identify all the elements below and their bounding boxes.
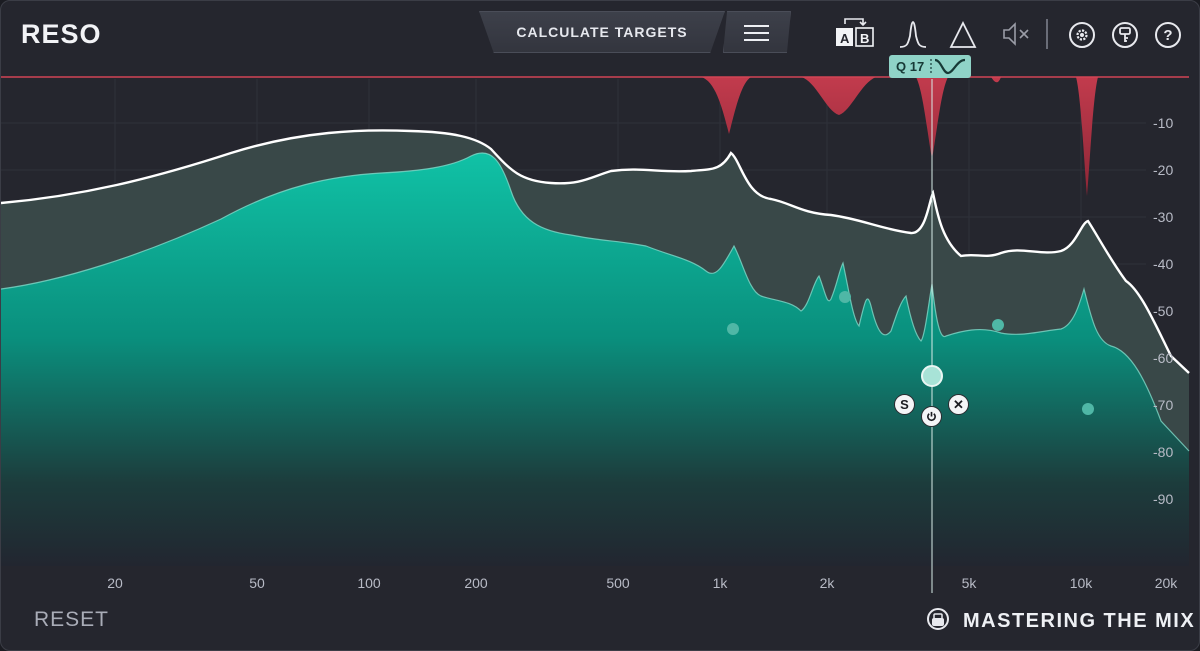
freq-label: 10k bbox=[1069, 575, 1093, 591]
db-label: -30 bbox=[1153, 209, 1174, 225]
power-icon bbox=[927, 411, 936, 422]
max-spectrum-line bbox=[1, 129, 1190, 374]
triangle-icon[interactable] bbox=[945, 16, 981, 52]
brand-logo-icon bbox=[927, 608, 949, 630]
remove-band-button[interactable]: ✕ bbox=[948, 394, 969, 415]
menu-icon bbox=[744, 25, 769, 27]
ab-compare-icon[interactable]: A B bbox=[835, 15, 875, 51]
reset-button[interactable]: RESET bbox=[34, 608, 110, 631]
db-label: -90 bbox=[1153, 491, 1174, 507]
key-icon[interactable] bbox=[1112, 22, 1138, 48]
freq-label: 5k bbox=[961, 575, 977, 591]
current-spectrum-area bbox=[1, 152, 1189, 566]
menu-button[interactable] bbox=[723, 11, 791, 53]
db-label: -10 bbox=[1153, 115, 1174, 131]
ab-a-label: A bbox=[840, 31, 850, 46]
freq-label: 20 bbox=[107, 575, 123, 591]
db-label: -70 bbox=[1153, 397, 1174, 413]
filter-shape-icon bbox=[930, 58, 966, 75]
brand-name: MASTERING THE MIX bbox=[963, 610, 1196, 632]
q-value: Q 17 bbox=[896, 59, 925, 74]
q-badge[interactable]: Q 17 bbox=[889, 55, 971, 78]
bell-filter-icon[interactable] bbox=[895, 16, 931, 52]
freq-label: 1k bbox=[712, 575, 728, 591]
selected-band-node[interactable] bbox=[921, 365, 943, 387]
calculate-targets-button[interactable]: CALCULATE TARGETS bbox=[479, 11, 725, 53]
freq-label: 200 bbox=[464, 575, 488, 591]
app-title: RESO bbox=[21, 19, 102, 49]
freq-label: 50 bbox=[249, 575, 265, 591]
db-label: -80 bbox=[1153, 444, 1174, 460]
gear-icon[interactable] bbox=[1069, 22, 1095, 48]
freq-label: 100 bbox=[357, 575, 381, 591]
freq-label: 2k bbox=[819, 575, 835, 591]
band-node[interactable] bbox=[992, 319, 1004, 331]
toolbar-divider bbox=[1046, 19, 1048, 49]
freq-label: 500 bbox=[606, 575, 630, 591]
db-label: -60 bbox=[1153, 350, 1174, 366]
freq-label: 20k bbox=[1154, 575, 1178, 591]
current-spectrum-line bbox=[1, 152, 1190, 452]
db-label: -20 bbox=[1153, 162, 1174, 178]
help-icon[interactable]: ? bbox=[1155, 22, 1181, 48]
band-node[interactable] bbox=[839, 291, 851, 303]
ab-b-label: B bbox=[860, 31, 870, 46]
db-label: -40 bbox=[1153, 256, 1174, 272]
speaker-mute-icon[interactable] bbox=[1000, 16, 1036, 52]
bypass-band-button[interactable] bbox=[921, 406, 942, 427]
band-node[interactable] bbox=[727, 323, 739, 335]
solo-band-button[interactable]: S bbox=[894, 394, 915, 415]
db-label: -50 bbox=[1153, 303, 1174, 319]
band-node[interactable] bbox=[1082, 403, 1094, 415]
